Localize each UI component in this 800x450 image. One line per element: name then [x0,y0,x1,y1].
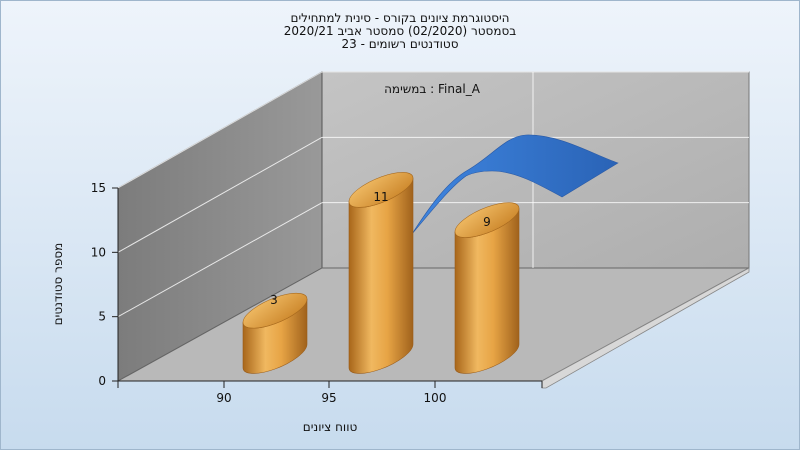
value-label-95-100: 11 [373,190,388,204]
chart-title-line-2: בסמסטר (02/2020) סמסטר אביב 2020/21 [283,24,517,38]
bar-top-95-100 [348,172,414,208]
gridline-left-15 [117,71,323,189]
distribution-curve-shape [411,134,619,235]
bar-95-100 [348,172,414,374]
x-tick-label-95: 95 [321,391,336,405]
bar-90-95 [242,292,308,374]
bar-top-90-95 [242,292,308,329]
chart-title-line-1: היסטוגרמת ציונים בקורס - סינית למתחילים [290,11,510,25]
legend-label: במשימה : Final_A [384,82,481,96]
x-tick-label-100: 100 [424,391,447,405]
bar-body-95-100 [348,178,414,374]
y-tick-label-5: 5 [98,310,106,324]
bar-top-100 [454,202,520,238]
x-tick-label-90: 90 [216,391,231,405]
labels: 0 5 10 15 90 95 100 טווח ציונים מספר סטודנטים במש… [51,82,491,434]
bar-100 [454,202,520,374]
y-tick-label-0: 0 [98,374,106,388]
y-axis-label: מספר סטודנטים [51,243,65,326]
axes [112,187,543,388]
value-label-90-95: 3 [270,293,278,307]
distribution-curve [411,134,619,235]
y-tick-label-10: 10 [91,245,106,259]
bars [242,172,520,374]
x-axis-label: טווח ציונים [303,420,358,434]
gridline-left-10 [117,136,323,253]
y-tick-label-15: 15 [91,181,106,195]
value-label-100: 9 [483,215,491,229]
chart-title-line-3: סטודנטים רשומים - 23 [341,37,459,51]
gridline-left-5 [117,202,323,318]
